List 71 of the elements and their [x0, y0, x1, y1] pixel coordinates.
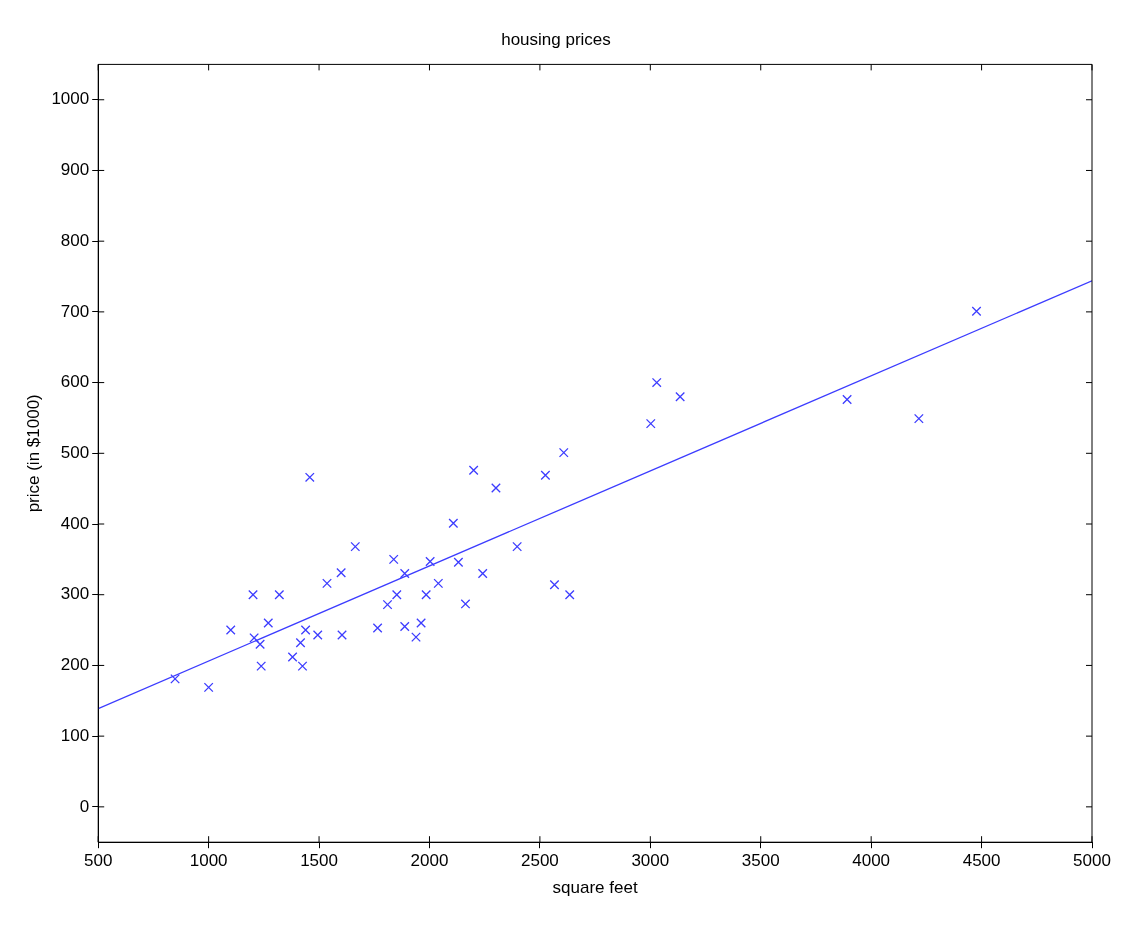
point	[645, 418, 656, 429]
x-tick-label: 500	[84, 851, 113, 871]
x-axis-title: square feet	[552, 878, 638, 898]
y-tick-label: 400	[60, 513, 90, 533]
point	[971, 306, 982, 317]
y-tick-label: 300	[60, 584, 90, 604]
y-tick-label: 700	[60, 301, 90, 321]
point	[337, 630, 347, 640]
point	[382, 599, 393, 610]
point	[399, 568, 410, 579]
point	[256, 661, 267, 672]
point	[416, 618, 426, 628]
x-tick-label: 2500	[520, 851, 559, 871]
y-tick-label: 600	[60, 372, 90, 392]
point	[425, 556, 436, 567]
point	[304, 472, 315, 483]
point	[388, 554, 399, 565]
x-tick-label: 3000	[631, 851, 670, 871]
point	[248, 589, 258, 600]
point	[468, 465, 479, 476]
point	[512, 541, 523, 552]
point	[448, 518, 459, 529]
x-tick-label: 3500	[741, 851, 780, 871]
chart-title: housing prices	[501, 29, 611, 49]
point	[540, 470, 551, 481]
point	[300, 625, 311, 635]
point	[433, 578, 444, 589]
point	[460, 599, 471, 609]
point	[564, 589, 575, 600]
x-tick-label: 1000	[189, 851, 228, 871]
point	[225, 625, 236, 635]
point	[411, 632, 421, 643]
point	[263, 618, 274, 628]
point	[312, 630, 323, 640]
point	[558, 447, 569, 458]
y-axis-title: price (in $1000)	[23, 394, 43, 513]
x-tick-label: 1500	[300, 851, 338, 871]
y-tick-label: 900	[60, 160, 90, 180]
point	[842, 394, 852, 405]
x-tick-label: 4500	[962, 851, 1001, 871]
y-tick-label: 500	[60, 442, 90, 462]
point	[170, 673, 180, 684]
x-tick-label: 2000	[410, 851, 449, 871]
point	[295, 637, 306, 648]
point	[372, 623, 383, 633]
x-tick-label: 4000	[852, 851, 891, 871]
point	[491, 483, 501, 493]
point	[391, 589, 402, 600]
y-tick-label: 0	[79, 796, 90, 816]
point	[477, 568, 488, 579]
y-tick-label: 200	[60, 655, 90, 675]
point	[913, 413, 924, 424]
point	[249, 632, 260, 643]
point	[651, 377, 662, 388]
point	[322, 578, 332, 589]
point	[399, 621, 410, 632]
y-tick-label: 800	[60, 230, 90, 250]
y-tick-label: 100	[60, 725, 90, 745]
point	[297, 661, 308, 672]
point	[336, 567, 347, 578]
point	[421, 589, 432, 600]
x-tick-label: 5000	[1073, 851, 1111, 871]
point	[549, 579, 560, 590]
point	[274, 589, 285, 600]
point	[675, 391, 686, 402]
point	[287, 652, 298, 662]
point	[453, 557, 464, 568]
point	[203, 682, 214, 693]
y-tick-label: 1000	[51, 89, 90, 109]
point	[350, 541, 361, 552]
point	[255, 639, 265, 650]
